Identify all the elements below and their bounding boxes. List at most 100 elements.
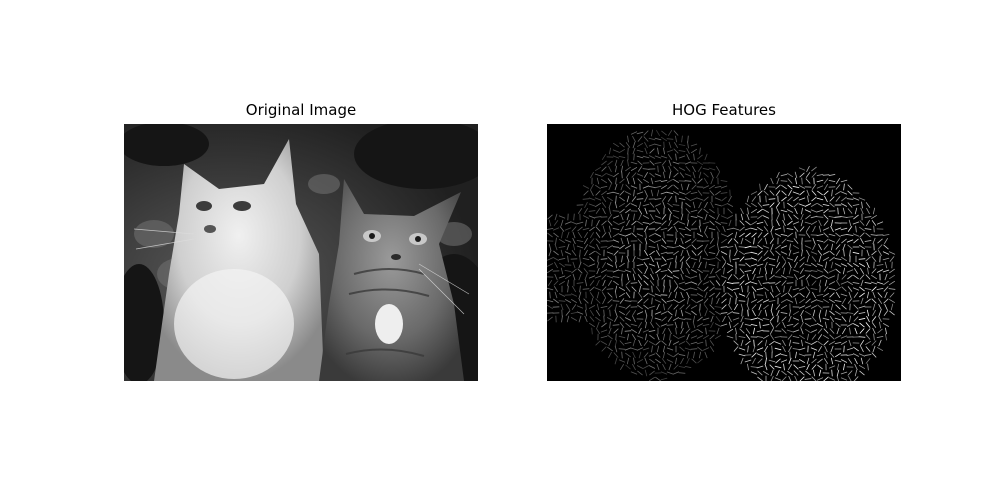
hog-gradient-stroke: [570, 221, 578, 225]
hog-gradient-stroke: [745, 220, 751, 226]
hog-gradient-stroke: [828, 275, 836, 279]
hog-gradient-stroke: [834, 227, 842, 231]
hog-gradient-stroke: [804, 322, 812, 328]
hog-gradient-stroke: [687, 219, 689, 227]
hog-gradient-stroke: [840, 341, 848, 345]
hog-gradient-stroke: [806, 363, 810, 371]
hog-gradient-stroke: [662, 165, 666, 173]
hog-gradient-stroke: [867, 267, 869, 275]
hog-gradient-stroke: [666, 300, 674, 302]
hog-gradient-stroke: [872, 237, 876, 245]
hog-gradient-stroke: [702, 317, 710, 321]
hog-gradient-stroke: [702, 347, 710, 351]
hog-gradient-stroke: [607, 346, 613, 352]
hog-gradient-stroke: [781, 328, 787, 334]
hog-gradient-stroke: [702, 323, 710, 327]
hog-gradient-stroke: [882, 269, 890, 273]
hog-gradient-stroke: [696, 160, 704, 166]
hog-gradient-stroke: [678, 144, 686, 146]
hog-gradient-stroke: [776, 177, 780, 185]
hog-gradient-stroke: [834, 300, 842, 302]
hog-gradient-stroke: [715, 256, 721, 262]
hog-gradient-stroke: [696, 341, 704, 345]
hog-gradient-stroke: [859, 370, 865, 376]
hog-gradient-stroke: [871, 352, 877, 358]
hog-gradient-stroke: [697, 280, 703, 286]
hog-gradient-stroke: [618, 305, 626, 309]
hog-gradient-stroke: [828, 298, 836, 304]
hog-gradient-stroke: [638, 351, 642, 359]
hog-gradient-stroke: [810, 209, 818, 213]
hog-gradient-stroke: [554, 273, 558, 281]
hog-gradient-stroke: [662, 363, 666, 371]
hog-gradient-stroke: [660, 377, 668, 381]
hog-gradient-stroke: [716, 249, 720, 257]
hog-gradient-stroke: [859, 339, 865, 347]
hog-gradient-stroke: [600, 306, 608, 308]
hog-gradient-stroke: [702, 185, 710, 189]
hog-gradient-stroke: [715, 292, 721, 298]
hog-gradient-stroke: [722, 315, 726, 323]
hog-gradient-stroke: [673, 184, 679, 190]
hog-gradient-stroke: [775, 280, 781, 286]
hog-gradient-stroke: [686, 357, 690, 365]
hog-gradient-stroke: [679, 346, 685, 352]
hog-gradient-stroke: [636, 220, 644, 226]
hog-gradient-stroke: [588, 197, 596, 201]
hog-gradient-stroke: [788, 315, 792, 323]
hog-gradient-stroke: [588, 263, 596, 267]
hog-gradient-stroke: [709, 310, 715, 316]
hog-gradient-stroke: [788, 261, 792, 269]
hog-gradient-stroke: [630, 131, 638, 135]
hog-gradient-stroke: [678, 372, 686, 374]
hog-gradient-stroke: [650, 255, 654, 263]
hog-gradient-stroke: [788, 345, 792, 353]
hog-gradient-stroke: [612, 142, 620, 148]
hog-gradient-stroke: [788, 189, 792, 197]
hog-gradient-stroke: [643, 298, 649, 304]
hog-gradient-stroke: [704, 243, 708, 251]
hog-gradient-stroke: [626, 219, 630, 227]
hog-gradient-stroke: [828, 365, 836, 369]
hog-gradient-stroke: [632, 255, 636, 263]
hog-gradient-stroke: [612, 324, 620, 326]
hog-gradient-stroke: [633, 189, 635, 197]
hog-gradient-stroke: [750, 263, 758, 267]
hog-gradient-stroke: [764, 363, 768, 371]
hog-gradient-stroke: [804, 318, 812, 320]
hog-gradient-stroke: [765, 195, 767, 203]
hog-gradient-stroke: [745, 340, 751, 346]
hog-gradient-stroke: [750, 191, 758, 195]
hog-gradient-stroke: [758, 309, 762, 317]
hog-gradient-stroke: [781, 238, 787, 244]
hog-gradient-stroke: [596, 321, 600, 329]
hog-gradient-stroke: [566, 315, 570, 323]
hog-gradient-stroke: [625, 322, 631, 328]
hog-gradient-stroke: [631, 286, 637, 292]
hog-gradient-stroke: [589, 226, 595, 232]
hog-gradient-stroke: [660, 311, 668, 315]
hog-gradient-stroke: [720, 251, 728, 255]
hog-gradient-stroke: [697, 250, 703, 256]
hog-gradient-stroke: [661, 274, 667, 280]
hog-gradient-stroke: [732, 287, 740, 291]
hog-gradient-stroke: [847, 202, 853, 208]
hog-gradient-stroke: [595, 226, 601, 232]
hog-gradient-stroke: [624, 300, 632, 302]
hog-gradient-stroke: [594, 197, 602, 201]
hog-gradient-stroke: [846, 323, 854, 327]
hog-gradient-stroke: [655, 322, 661, 328]
hog-gradient-stroke: [571, 250, 577, 256]
hog-gradient-stroke: [675, 327, 677, 335]
hog-gradient-stroke: [822, 174, 830, 176]
hog-gradient-stroke: [680, 273, 684, 281]
hog-gradient-stroke: [727, 292, 733, 298]
hog-gradient-stroke: [835, 268, 841, 274]
hog-gradient-stroke: [691, 238, 697, 244]
hog-gradient-stroke: [829, 315, 835, 323]
hog-gradient-stroke: [594, 287, 602, 291]
hog-gradient-stroke: [816, 275, 824, 279]
hog-gradient-stroke: [582, 185, 590, 189]
hog-gradient-stroke: [781, 196, 787, 202]
hog-gradient-stroke: [697, 268, 703, 274]
